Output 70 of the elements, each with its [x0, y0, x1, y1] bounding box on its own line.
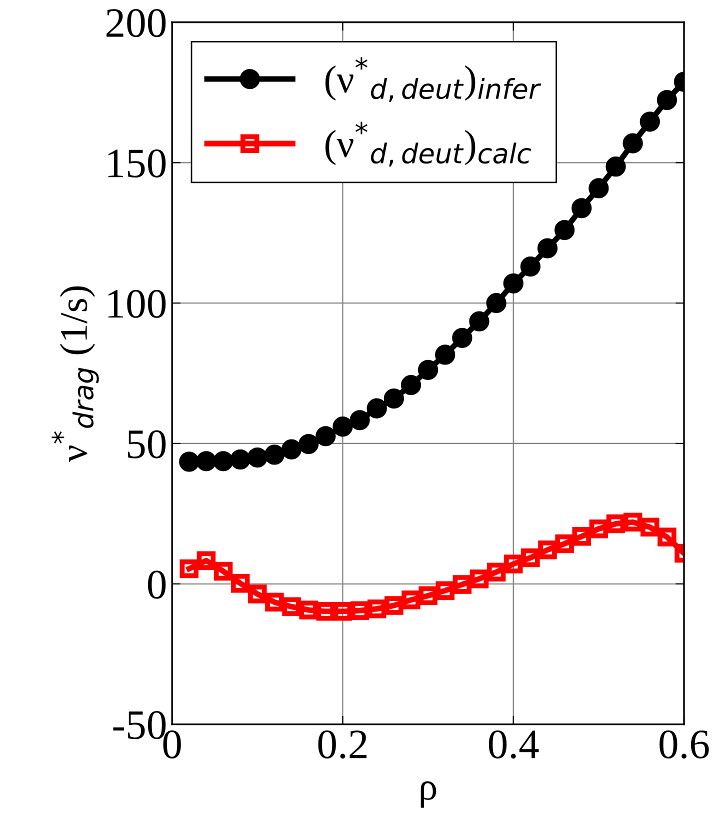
- y-tick-label: 150: [108, 149, 166, 178]
- point: [555, 534, 574, 554]
- point: [214, 562, 233, 581]
- point: [656, 90, 678, 110]
- point: [384, 596, 404, 615]
- point: [503, 273, 524, 294]
- point: [316, 426, 336, 446]
- point: [179, 452, 200, 472]
- point: [486, 293, 506, 314]
- point: [316, 602, 336, 621]
- point: [640, 518, 660, 537]
- legend-label: (ν$^{*}$$_{d,deut}$)$_{calc}$: [325, 122, 532, 166]
- point: [384, 388, 404, 409]
- point: [366, 398, 387, 418]
- point: [521, 548, 540, 568]
- point: [606, 514, 626, 534]
- point: [350, 410, 370, 430]
- point: [418, 586, 438, 606]
- point: [435, 344, 456, 365]
- point: [402, 590, 420, 610]
- point: [452, 575, 472, 594]
- point: [436, 581, 454, 600]
- point: [622, 133, 643, 154]
- point: [367, 600, 386, 618]
- point: [350, 601, 370, 620]
- point: [265, 592, 284, 612]
- x-axis-title: ρ: [420, 781, 436, 808]
- point: [247, 447, 268, 468]
- point: [520, 256, 540, 277]
- point: [281, 439, 302, 460]
- point: [264, 444, 285, 465]
- point: [606, 156, 626, 177]
- point: [400, 375, 422, 396]
- legend-label: (ν$^{*}$$_{d,deut}$)$_{infer}$: [325, 57, 542, 102]
- point: [554, 220, 575, 240]
- point: [537, 238, 558, 258]
- point: [588, 178, 609, 198]
- point: [333, 602, 352, 621]
- y-tick-label: 100: [108, 290, 166, 318]
- point: [418, 360, 438, 380]
- x-tick-label: 0.4: [488, 730, 539, 759]
- point: [572, 527, 591, 546]
- point: [470, 569, 489, 588]
- point: [623, 512, 642, 532]
- point: [658, 528, 676, 546]
- point: [452, 328, 472, 348]
- point: [213, 451, 234, 472]
- point: [486, 562, 506, 582]
- point: [538, 540, 557, 560]
- point: [640, 112, 660, 132]
- point: [332, 416, 353, 437]
- point: [180, 559, 199, 578]
- point: [282, 597, 301, 616]
- x-tick-label: 0.6: [660, 730, 709, 759]
- point: [298, 434, 319, 454]
- y-tick-label: 50: [128, 430, 166, 458]
- point: [572, 198, 592, 218]
- point: [248, 584, 267, 604]
- point: [469, 311, 490, 332]
- y-tick-label: 0: [148, 570, 166, 599]
- point: [196, 551, 216, 570]
- point: [504, 554, 523, 574]
- x-tick-label: 0.2: [318, 730, 366, 759]
- y-tick-label: 200: [106, 8, 166, 38]
- point: [230, 574, 250, 593]
- point: [299, 600, 318, 620]
- y-axis-title: ν$^{*}$$_{drag}$ (1/s): [52, 286, 99, 462]
- point: [196, 451, 216, 472]
- point: [230, 449, 250, 470]
- point: [589, 519, 608, 538]
